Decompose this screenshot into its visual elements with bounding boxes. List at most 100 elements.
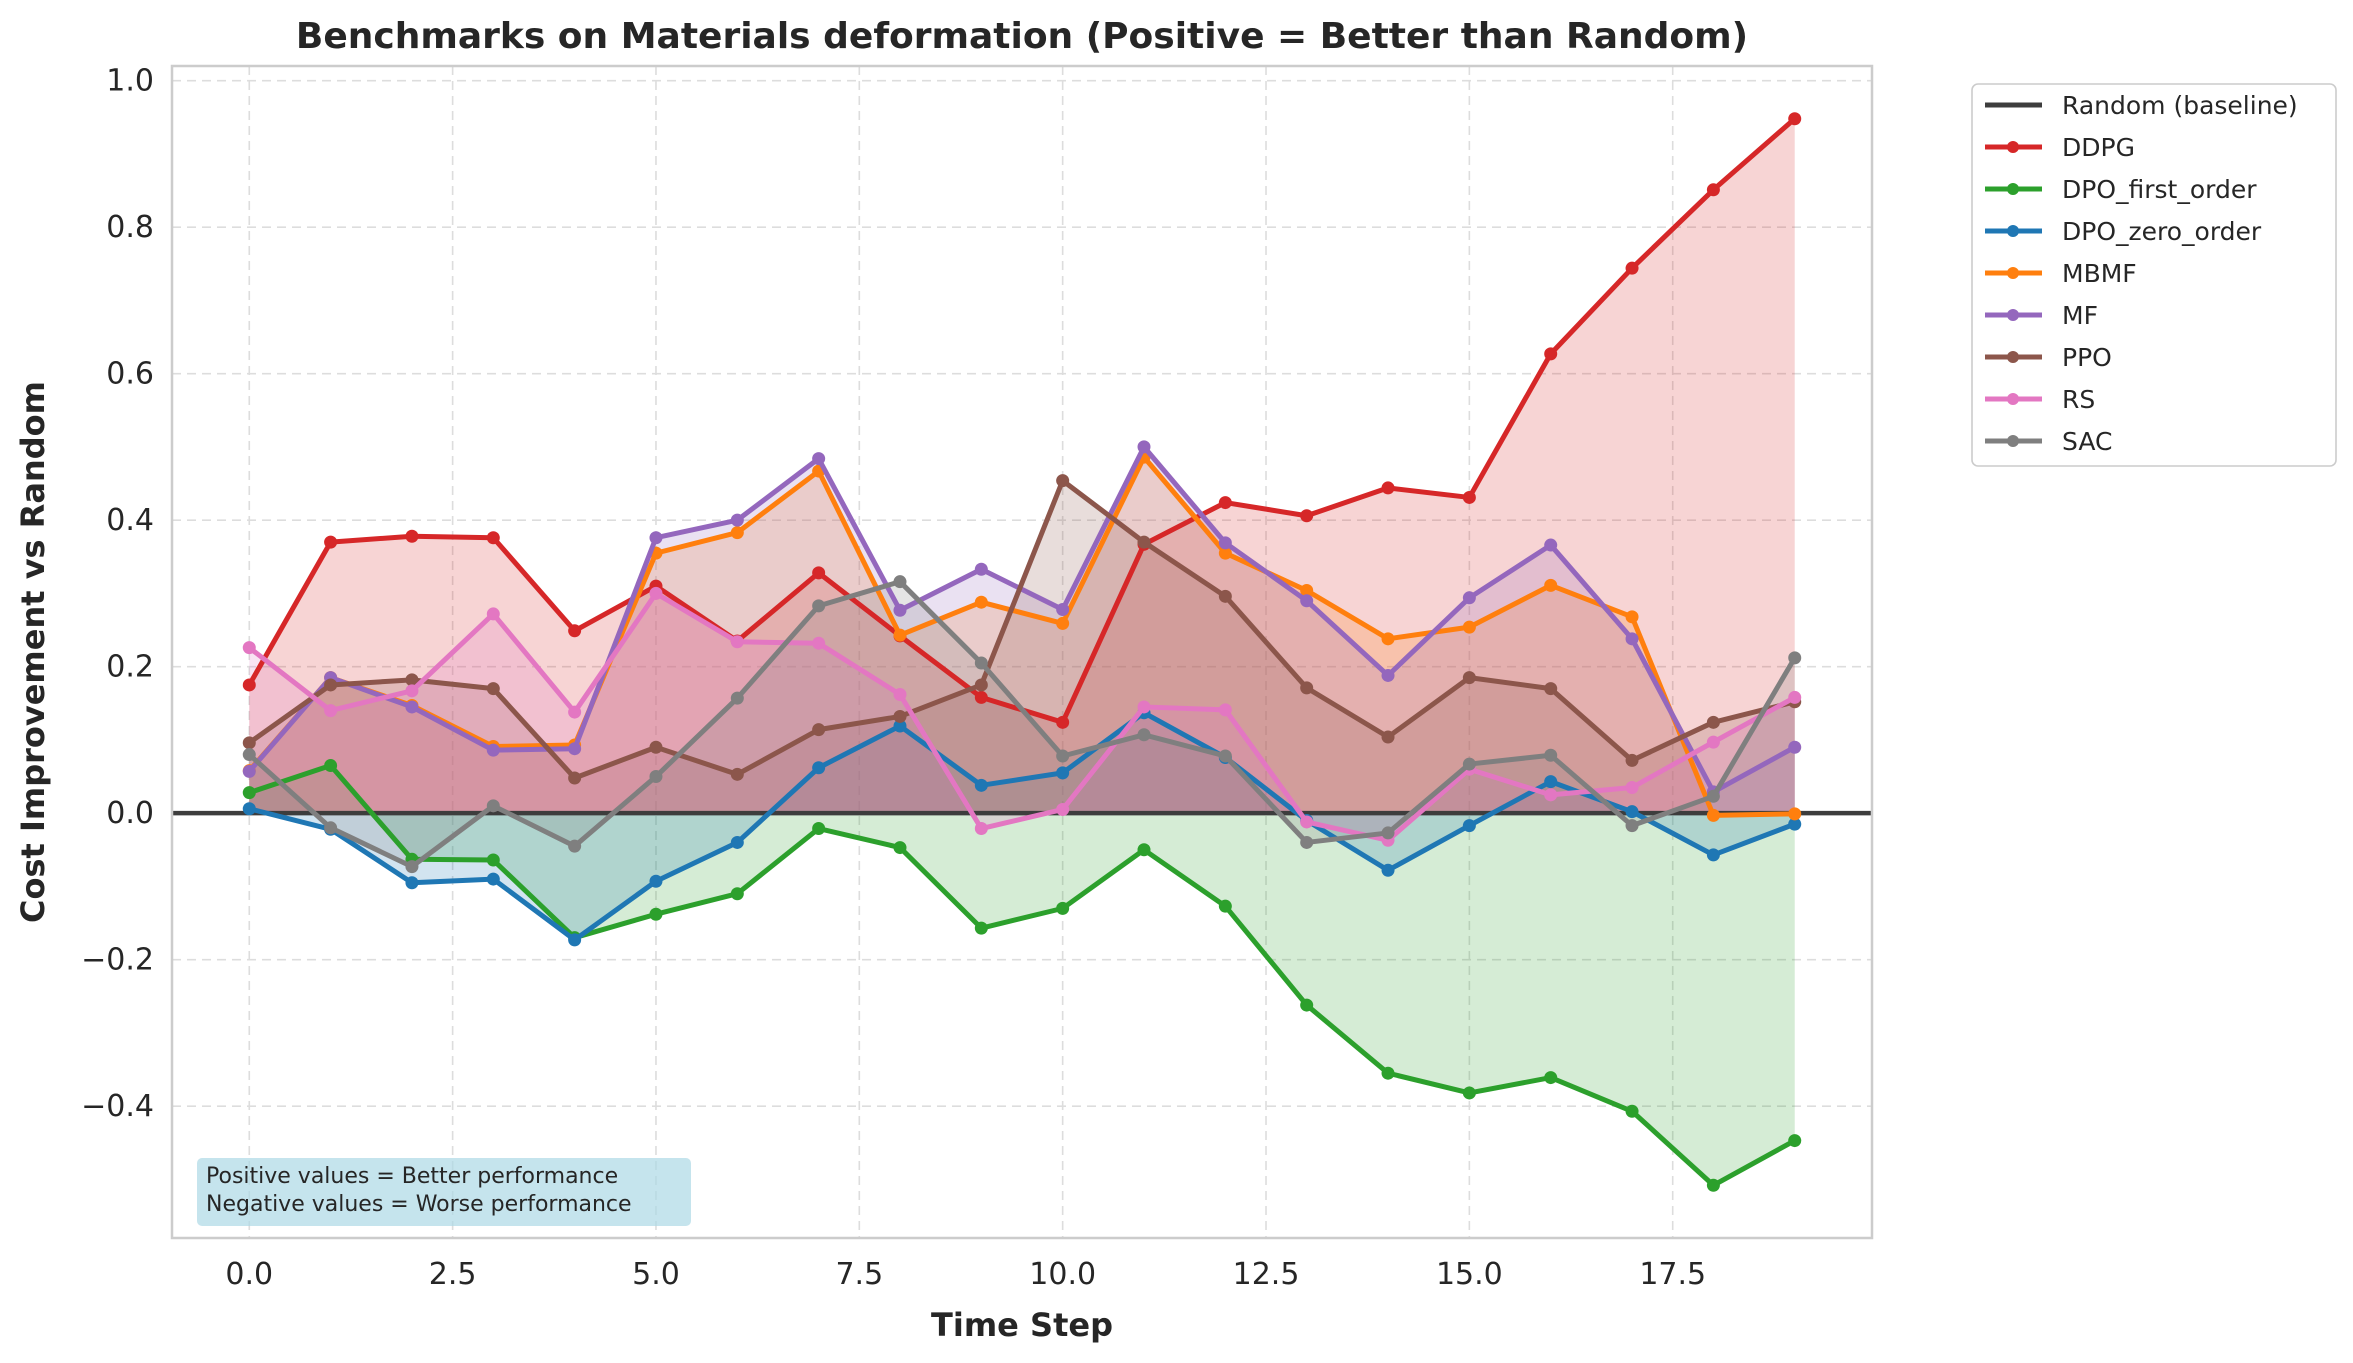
point-SAC [893,575,907,589]
x-tick-label: 7.5 [835,1257,883,1292]
x-tick-label: 17.5 [1639,1257,1706,1292]
annotation-background [197,1158,691,1226]
point-MF [1137,440,1151,454]
point-PPO [730,767,744,781]
point-MBMF [893,628,907,642]
point-SAC [1788,651,1802,665]
legend-entry: PPO [1985,343,2112,372]
point-DDPG [324,535,338,549]
point-PPO [324,678,338,692]
point-DDPG [1056,715,1070,729]
legend-label: DPO_zero_order [2062,217,2262,246]
point-DPO_first_order [1625,1104,1639,1118]
point-MF [242,764,256,778]
point-MF [1462,591,1476,605]
point-SAC [242,748,256,762]
point-PPO [1137,535,1151,549]
point-RS [1056,802,1070,816]
point-PPO [486,682,500,696]
point-MF [405,700,419,714]
x-axis-ticks: 0.0 2.5 5.0 7.5 10.0 12.5 15.0 17.5 [225,1257,1706,1292]
y-tick-label: 0.8 [106,210,154,245]
legend-marker [2007,435,2019,447]
point-DPO_zero_order [568,933,582,947]
point-PPO [568,771,582,785]
point-RS [1544,788,1558,802]
point-DPO_first_order [1300,998,1314,1012]
point-SAC [1218,749,1232,763]
x-tick-label: 15.0 [1436,1257,1503,1292]
point-PPO [1381,730,1395,744]
point-RS [324,704,338,718]
point-MBMF [1788,807,1802,821]
annotation-box: Positive values = Better performance Neg… [197,1158,691,1226]
point-RS [893,687,907,701]
legend-marker [2007,267,2019,279]
point-PPO [405,673,419,687]
legend-marker [2007,225,2019,237]
point-PPO [1300,681,1314,695]
point-PPO [1544,682,1558,696]
point-PPO [974,678,988,692]
point-DPO_zero_order [1544,775,1558,789]
point-MBMF [1462,620,1476,634]
point-DDPG [1300,509,1314,523]
y-tick-label: 0.2 [106,650,154,685]
legend-entry: MBMF [1985,259,2137,288]
point-RS [649,586,663,600]
point-DPO_first_order [974,921,988,935]
legend-marker [2007,309,2019,321]
point-DPO_first_order [1462,1086,1476,1100]
legend-entry: SAC [1985,427,2112,456]
x-tick-label: 5.0 [632,1257,680,1292]
legend-frame [1971,83,2337,467]
legend-entry: RS [1985,385,2095,414]
point-DPO_first_order [1056,901,1070,915]
point-MF [974,562,988,576]
point-PPO [1462,671,1476,685]
point-DPO_first_order [812,822,826,836]
point-MBMF [974,595,988,609]
point-SAC [324,821,338,835]
point-MF [730,513,744,527]
point-RS [1625,781,1639,795]
point-MF [1300,594,1314,608]
point-RS [486,607,500,621]
point-DPO_zero_order [812,761,826,775]
line-RS [246,590,1798,843]
point-MF [893,603,907,617]
plot-frame [170,64,1874,1240]
point-DPO_first_order [1218,899,1232,913]
legend-marker [2007,183,2019,195]
fill-DDPG [249,118,1795,814]
series-PPO [242,474,1802,785]
point-SAC [1300,835,1314,849]
point-RS [974,822,988,836]
point-DDPG [1706,183,1720,197]
annotation-line-1: Positive values = Better performance [206,1164,618,1189]
chart-title: Benchmarks on Materials deformation (Pos… [296,16,1748,57]
point-SAC [1381,826,1395,840]
legend-label: MF [2062,301,2098,330]
point-SAC [568,839,582,853]
point-RS [812,636,826,650]
point-MF [649,531,663,545]
point-DDPG [405,529,419,543]
fill-MBMF [249,457,1795,816]
point-PPO [242,736,256,750]
point-DPO_first_order [893,841,907,855]
point-DPO_first_order [1706,1178,1720,1192]
y-tick-label: 0.0 [106,796,154,831]
point-MF [1218,536,1232,550]
line-PPO [246,478,1798,781]
point-DDPG [1462,490,1476,504]
legend-entry: MF [1985,301,2098,330]
y-tick-label: −0.2 [81,943,154,978]
point-PPO [1625,753,1639,767]
point-DPO_zero_order [1462,819,1476,833]
point-DPO_zero_order [1056,766,1070,780]
annotation-line-2: Negative values = Worse performance [206,1192,632,1217]
point-SAC [1056,749,1070,763]
point-RS [730,635,744,649]
point-DPO_first_order [1381,1066,1395,1080]
